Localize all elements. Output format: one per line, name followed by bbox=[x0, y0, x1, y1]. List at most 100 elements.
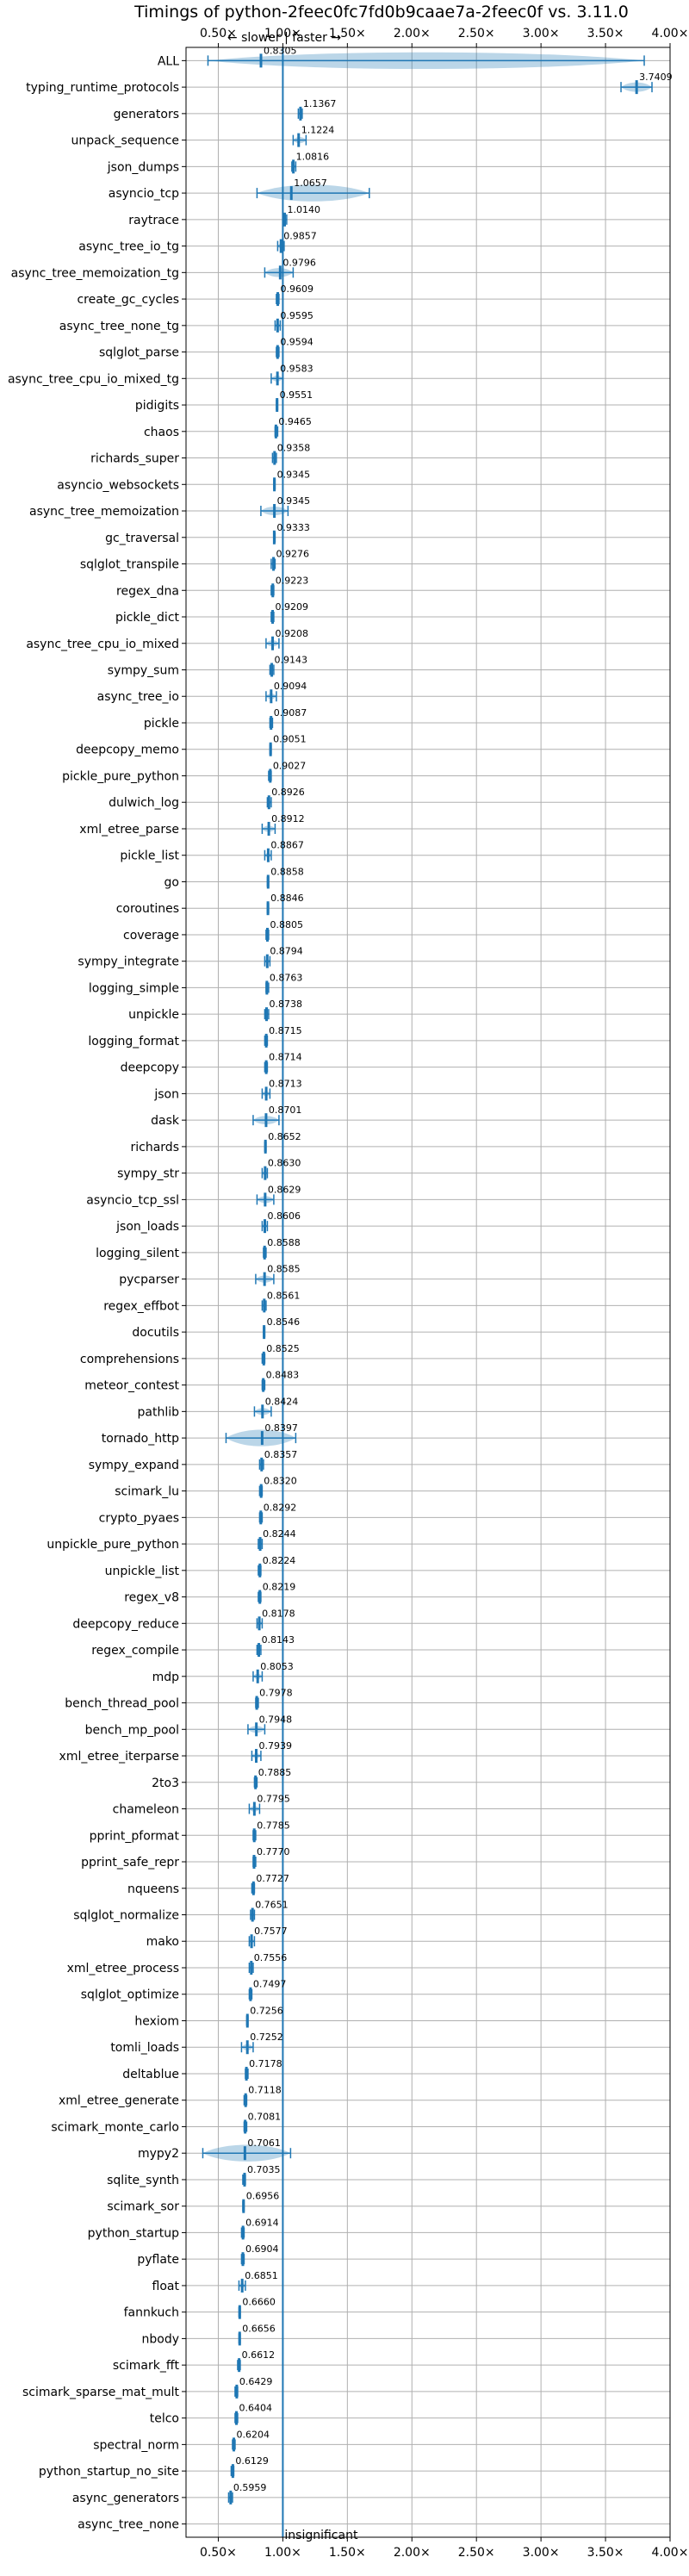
y-tick-label-4: json_dumps bbox=[107, 160, 179, 174]
y-tick-label-33: coverage bbox=[123, 929, 179, 943]
y-tick-label-38: deepcopy bbox=[121, 1061, 179, 1075]
value-label-8: 0.9796 bbox=[282, 257, 316, 268]
value-label-90: 0.6204 bbox=[237, 2429, 270, 2440]
value-label-10: 0.9595 bbox=[280, 310, 313, 321]
y-tick-label-54: scimark_lu bbox=[115, 1485, 179, 1499]
value-label-66: 0.7795 bbox=[257, 1794, 290, 1805]
value-label-11: 0.9594 bbox=[280, 337, 313, 348]
value-label-59: 0.8178 bbox=[262, 1608, 295, 1619]
y-tick-label-17: async_tree_memoization bbox=[29, 505, 179, 519]
y-tick-label-21: pickle_dict bbox=[115, 611, 180, 625]
x-tick-label-top-1: 1.00× bbox=[264, 27, 301, 40]
y-tick-label-6: raytrace bbox=[128, 214, 179, 227]
value-label-74: 0.7256 bbox=[250, 2005, 283, 2016]
y-tick-label-2: generators bbox=[114, 108, 179, 121]
y-tick-label-81: scimark_sor bbox=[107, 2200, 179, 2214]
x-tick-label-bottom-7: 4.00× bbox=[652, 2546, 689, 2560]
value-label-60: 0.8143 bbox=[262, 1634, 295, 1646]
value-label-83: 0.6904 bbox=[245, 2243, 279, 2255]
y-tick-label-34: sympy_integrate bbox=[78, 955, 179, 969]
y-tick-label-83: pyflate bbox=[137, 2253, 179, 2267]
value-label-62: 0.7978 bbox=[259, 1688, 293, 1699]
value-label-0: 0.8305 bbox=[264, 45, 297, 56]
value-label-47: 0.8561 bbox=[267, 1290, 301, 1301]
x-tick-label-bottom-4: 2.50× bbox=[458, 2546, 495, 2560]
y-tick-label-39: json bbox=[153, 1087, 179, 1101]
y-tick-label-63: bench_mp_pool bbox=[85, 1723, 179, 1737]
y-tick-label-30: pickle_list bbox=[120, 849, 179, 863]
y-tick-label-91: python_startup_no_site bbox=[39, 2465, 179, 2479]
value-label-9: 0.9609 bbox=[281, 283, 314, 295]
value-label-50: 0.8483 bbox=[266, 1370, 300, 1381]
y-tick-label-20: regex_dna bbox=[116, 584, 179, 598]
x-tick-label-bottom-2: 1.50× bbox=[329, 2546, 366, 2560]
violin-layer bbox=[202, 52, 653, 2504]
y-tick-label-26: deepcopy_memo bbox=[76, 744, 179, 757]
value-label-42: 0.8630 bbox=[268, 1158, 301, 1169]
y-tick-label-89: telco bbox=[150, 2412, 179, 2426]
y-tick-label-13: pidigits bbox=[135, 399, 179, 413]
y-tick-label-27: pickle_pure_python bbox=[62, 769, 179, 783]
value-label-63: 0.7948 bbox=[259, 1714, 293, 1725]
x-tick-label-bottom-1: 1.00× bbox=[264, 2546, 301, 2560]
y-tick-label-88: scimark_sparse_mat_mult bbox=[22, 2386, 179, 2399]
value-label-46: 0.8585 bbox=[267, 1264, 301, 1275]
value-label-21: 0.9209 bbox=[276, 601, 309, 613]
x-tick-label-bottom-6: 3.50× bbox=[587, 2546, 624, 2560]
value-label-6: 1.0140 bbox=[287, 204, 320, 215]
value-label-89: 0.6404 bbox=[239, 2403, 273, 2414]
y-tick-label-87: scimark_fft bbox=[113, 2359, 180, 2373]
value-label-52: 0.8397 bbox=[264, 1422, 298, 1434]
y-tick-label-90: spectral_norm bbox=[93, 2438, 179, 2452]
y-tick-label-53: sympy_expand bbox=[89, 1459, 179, 1472]
value-label-33: 0.8805 bbox=[270, 919, 303, 930]
x-tick-label-top-6: 3.50× bbox=[587, 27, 624, 40]
value-label-85: 0.6660 bbox=[242, 2297, 276, 2308]
y-tick-label-73: sqlglot_optimize bbox=[81, 1988, 179, 2002]
y-tick-label-18: gc_traversal bbox=[105, 532, 179, 545]
value-label-43: 0.8629 bbox=[268, 1184, 301, 1195]
y-tick-label-44: json_loads bbox=[115, 1220, 179, 1234]
value-label-37: 0.8715 bbox=[269, 1025, 302, 1036]
value-label-32: 0.8846 bbox=[270, 893, 304, 904]
value-label-40: 0.8701 bbox=[269, 1104, 302, 1116]
x-tick-label-bottom-5: 3.00× bbox=[523, 2546, 560, 2560]
y-tick-label-31: go bbox=[164, 875, 179, 889]
value-label-44: 0.8606 bbox=[268, 1210, 301, 1222]
value-label-5: 1.0657 bbox=[294, 177, 327, 189]
value-label-88: 0.6429 bbox=[239, 2376, 273, 2387]
x-tick-label-top-2: 1.50× bbox=[329, 27, 366, 40]
value-label-79: 0.7061 bbox=[247, 2137, 281, 2149]
value-label-53: 0.8357 bbox=[264, 1449, 298, 1460]
value-label-19: 0.9276 bbox=[276, 549, 310, 560]
value-label-68: 0.7770 bbox=[257, 1846, 290, 1857]
value-label-73: 0.7497 bbox=[253, 1979, 287, 1990]
y-tick-label-7: async_tree_io_tg bbox=[78, 240, 179, 254]
y-tick-label-46: pycparser bbox=[119, 1273, 179, 1287]
value-label-39: 0.8713 bbox=[269, 1078, 302, 1089]
value-label-75: 0.7252 bbox=[250, 2032, 283, 2043]
y-tick-label-25: pickle bbox=[144, 717, 179, 731]
y-tick-label-45: logging_silent bbox=[96, 1247, 179, 1260]
y-tick-label-67: pprint_pformat bbox=[90, 1829, 180, 1843]
value-label-82: 0.6914 bbox=[245, 2217, 279, 2228]
y-tick-label-56: unpickle_pure_python bbox=[47, 1538, 179, 1552]
value-label-1: 3.7409 bbox=[639, 72, 673, 83]
value-label-15: 0.9358 bbox=[277, 443, 311, 454]
chart-title: Timings of python-2feec0fc7fd0b9caae7a-2… bbox=[133, 3, 629, 22]
y-tick-label-82: python_startup bbox=[88, 2226, 179, 2240]
value-label-65: 0.7885 bbox=[258, 1767, 292, 1778]
y-tick-label-62: bench_thread_pool bbox=[65, 1697, 179, 1711]
value-label-31: 0.8858 bbox=[270, 866, 304, 877]
y-tick-label-41: richards bbox=[131, 1141, 180, 1154]
y-tick-label-64: xml_etree_iterparse bbox=[59, 1750, 179, 1764]
x-tick-label-bottom-0: 0.50× bbox=[200, 2546, 237, 2560]
y-tick-label-74: hexiom bbox=[134, 2014, 179, 2028]
y-tick-label-58: regex_v8 bbox=[124, 1591, 179, 1605]
y-tick-label-65: 2to3 bbox=[152, 1776, 179, 1790]
y-tick-label-55: crypto_pyaes bbox=[99, 1511, 179, 1525]
value-label-16: 0.9345 bbox=[277, 469, 311, 480]
value-label-84: 0.6851 bbox=[245, 2270, 278, 2281]
y-tick-label-10: async_tree_none_tg bbox=[59, 320, 179, 333]
